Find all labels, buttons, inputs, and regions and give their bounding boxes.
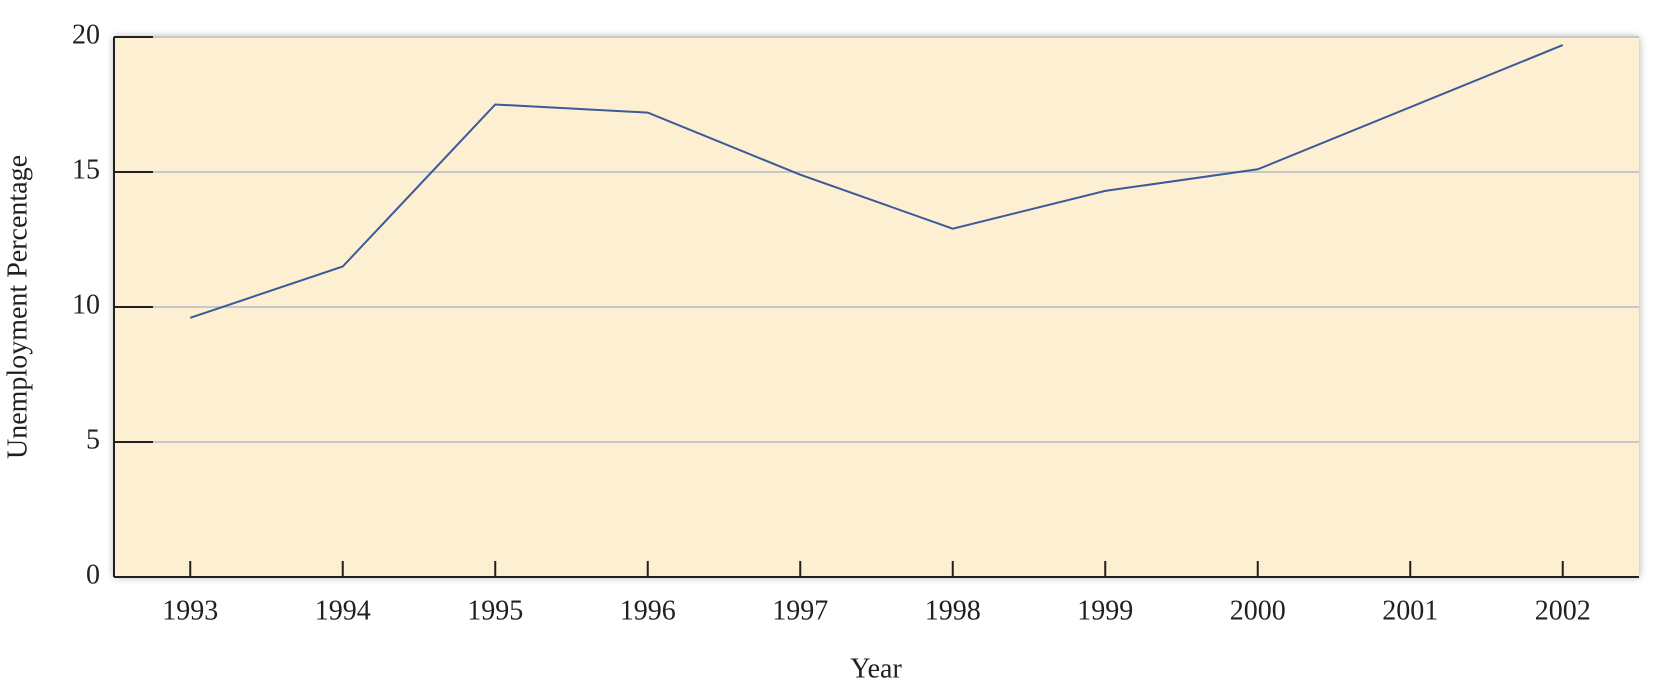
x-tick-label: 2002 <box>1535 595 1591 626</box>
x-tick-label: 2000 <box>1230 595 1286 626</box>
x-tick-label: 1998 <box>925 595 981 626</box>
x-tick-label: 2001 <box>1382 595 1438 626</box>
x-axis-label: Year <box>850 653 902 684</box>
y-tick-label: 5 <box>86 424 100 455</box>
x-tick-label: 1994 <box>315 595 371 626</box>
y-tick-label: 0 <box>86 559 100 590</box>
y-tick-label: 15 <box>72 154 100 185</box>
x-tick-label: 1995 <box>467 595 523 626</box>
x-tick-label: 1993 <box>162 595 218 626</box>
x-tick-label: 1997 <box>772 595 828 626</box>
y-tick-label: 10 <box>72 289 100 320</box>
y-axis-label: Unemployment Percentage <box>2 155 33 459</box>
data-line <box>189 44 1564 319</box>
y-tick-label: 20 <box>72 19 100 50</box>
x-tick-label: 1999 <box>1077 595 1133 626</box>
x-tick-label: 1996 <box>620 595 676 626</box>
